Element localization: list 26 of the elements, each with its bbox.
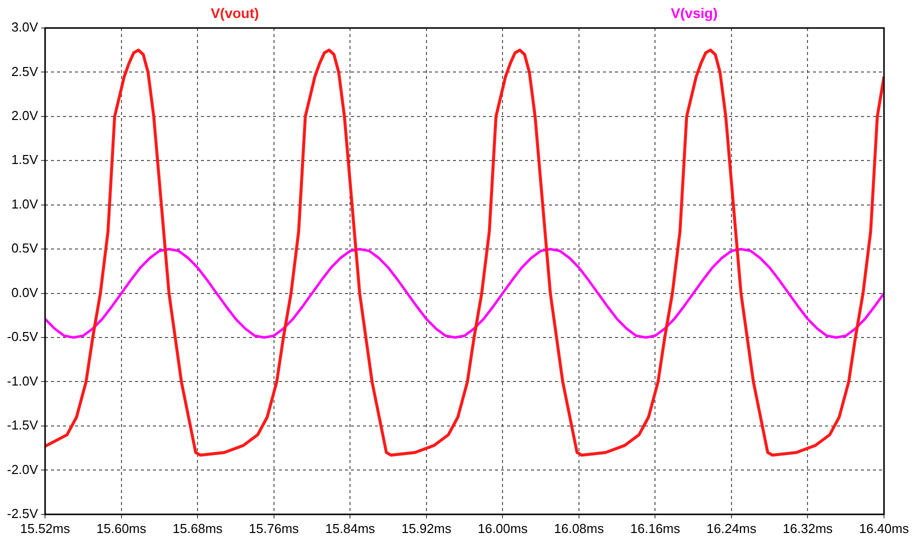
y-tick-label: -2.0V — [6, 462, 38, 477]
text: V(vsig) — [670, 4, 718, 21]
x-tick-label: 15.60ms — [96, 520, 147, 536]
x-tick-label: 16.40ms — [859, 520, 910, 536]
y-tick-label: 3.0V — [11, 20, 38, 35]
y-tick-label: -2.5V — [6, 506, 38, 521]
x-tick-label: 15.68ms — [172, 520, 224, 536]
x-tick-label: 16.16ms — [630, 520, 681, 536]
y-tick-label: 1.0V — [11, 196, 38, 212]
y-tick-label: 0.0V — [11, 284, 38, 300]
y-tick-label: -1.0V — [6, 373, 38, 388]
y-tick-label: 0.5V — [11, 240, 38, 256]
x-tick-label: 16.24ms — [706, 520, 757, 536]
x-tick-label: 16.00ms — [478, 520, 528, 536]
x-tick-label: 15.52ms — [20, 520, 70, 536]
y-tick-label: 2.5V — [11, 64, 38, 79]
y-tick-label: -0.5V — [6, 329, 38, 344]
x-tick-label: 16.08ms — [554, 520, 604, 536]
y-tick-label: -1.5V — [6, 418, 38, 433]
x-tick-label: 15.92ms — [401, 520, 452, 536]
x-tick-label: 15.84ms — [325, 520, 376, 536]
y-tick-label: 2.0V — [11, 108, 38, 124]
text: V(vout) — [210, 4, 259, 21]
x-tick-label: 15.76ms — [248, 520, 300, 536]
y-tick-label: 1.5V — [11, 152, 38, 168]
x-tick-label: 16.32ms — [782, 520, 834, 536]
